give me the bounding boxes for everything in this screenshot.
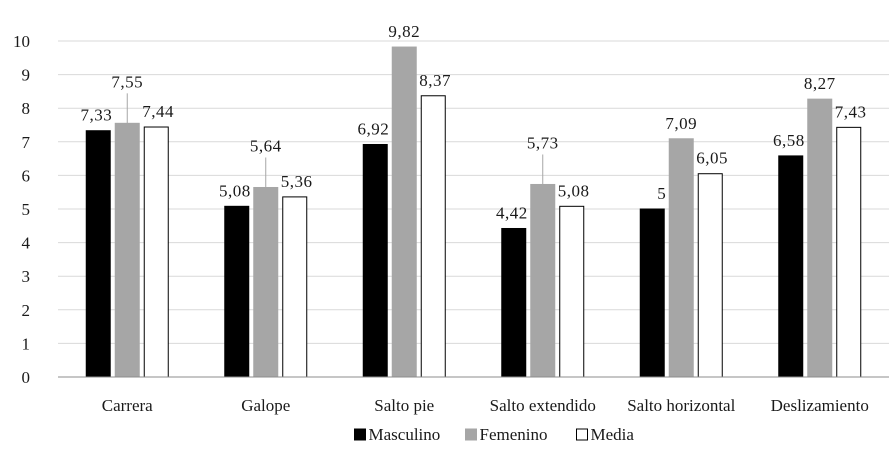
data-label-femenino: 9,82 (388, 22, 420, 41)
y-tick-label: 2 (22, 301, 31, 320)
legend-label-masculino: Masculino (369, 425, 441, 444)
x-category-label: Salto extendido (490, 396, 596, 415)
bar-femenino (530, 183, 556, 378)
x-category-label: Galope (241, 396, 290, 415)
legend-label-femenino: Femenino (480, 425, 548, 444)
y-tick-label: 7 (22, 133, 31, 152)
x-axis-categories: Carrera Galope Salto pie Salto extendido Sal… (102, 396, 869, 415)
bar-masculino (85, 130, 111, 378)
legend: Masculino Femenino Media (354, 425, 635, 444)
data-label-masculino: 6,58 (773, 131, 805, 150)
y-tick-label: 1 (22, 334, 31, 353)
bar-masculino (362, 143, 388, 378)
data-label-masculino: 6,92 (358, 119, 390, 138)
data-label-media: 5,08 (558, 181, 590, 200)
bar-masculino (778, 155, 804, 378)
data-label-femenino: 7,55 (111, 72, 143, 91)
bar-masculino (501, 227, 527, 378)
y-tick-label: 0 (22, 368, 31, 387)
data-label-media: 7,43 (835, 102, 867, 121)
data-label-media: 5,36 (281, 172, 313, 191)
bars (85, 46, 862, 378)
x-category-label: Salto pie (374, 396, 434, 415)
y-tick-label: 3 (22, 267, 31, 286)
data-label-media: 8,37 (419, 71, 451, 90)
data-label-femenino: 7,09 (665, 114, 697, 133)
bar-masculino (224, 205, 250, 378)
x-category-label: Carrera (102, 396, 153, 415)
legend-swatch-media (576, 428, 588, 441)
data-label-femenino: 5,73 (527, 133, 559, 152)
bar-media (420, 95, 446, 378)
y-tick-label: 6 (22, 166, 31, 185)
bar-femenino (253, 186, 279, 378)
data-label-masculino: 5,08 (219, 181, 251, 200)
bar-masculino (639, 208, 665, 378)
y-tick-label: 10 (13, 32, 30, 51)
y-tick-label: 8 (22, 99, 31, 118)
bar-media (697, 173, 723, 378)
x-category-label: Deslizamiento (771, 396, 869, 415)
bar-media (559, 205, 585, 378)
gridlines (58, 40, 889, 344)
data-label-masculino: 4,42 (496, 203, 528, 222)
data-label-media: 6,05 (696, 149, 728, 168)
y-tick-label: 9 (22, 66, 31, 85)
x-category-label: Salto horizontal (627, 396, 735, 415)
legend-label-media: Media (591, 425, 635, 444)
data-label-masculino: 7,33 (81, 106, 113, 125)
y-tick-label: 4 (22, 234, 31, 253)
bar-femenino (807, 98, 833, 378)
legend-swatch-femenino (465, 428, 477, 441)
legend-swatch-masculino (354, 428, 366, 441)
data-label-femenino: 8,27 (804, 74, 836, 93)
bar-femenino (668, 138, 694, 378)
label-leader-lines (126, 93, 544, 188)
bar-media (143, 126, 169, 378)
bar-media (836, 126, 862, 378)
data-labels: 7,33 7,55 7,44 5,08 5,64 5,36 6,92 9,82 8,37 4,42… (81, 22, 867, 222)
y-axis-ticks: 0 1 2 3 4 5 6 7 8 9 10 (13, 32, 31, 387)
bar-media (282, 196, 308, 378)
bar-femenino (391, 46, 417, 378)
y-tick-label: 5 (22, 200, 31, 219)
data-label-femenino: 5,64 (250, 136, 282, 155)
data-label-masculino: 5 (657, 184, 666, 203)
data-label-media: 7,44 (142, 102, 174, 121)
bar-femenino (114, 122, 140, 378)
